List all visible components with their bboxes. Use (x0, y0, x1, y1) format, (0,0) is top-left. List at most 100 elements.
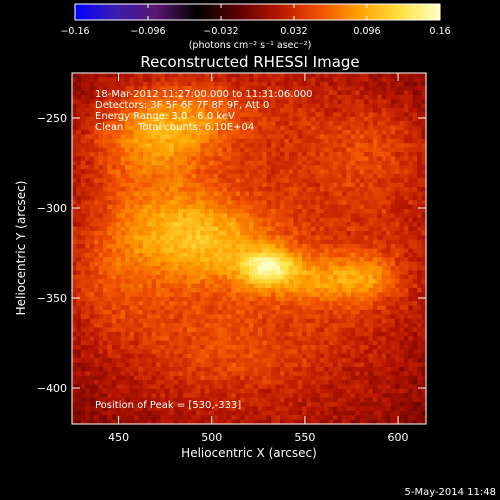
heatmap-cell (306, 125, 312, 131)
heatmap-cell (107, 230, 113, 236)
heatmap-cell (368, 134, 374, 140)
heatmap-cell (218, 248, 224, 254)
heatmap-cell (160, 283, 166, 289)
heatmap-cell (178, 147, 184, 153)
heatmap-cell (417, 73, 423, 78)
heatmap-cell (399, 270, 405, 276)
heatmap-cell (377, 165, 383, 171)
heatmap-cell (408, 230, 414, 236)
heatmap-cell (111, 213, 117, 219)
heatmap-cell (156, 309, 162, 315)
heatmap-cell (120, 156, 126, 162)
heatmap-cell (98, 151, 104, 157)
heatmap-cell (226, 279, 232, 285)
heatmap-cell (306, 112, 312, 118)
heatmap-cell (151, 235, 157, 241)
heatmap-cell (324, 287, 330, 293)
heatmap-cell (403, 204, 409, 210)
heatmap-cell (209, 187, 215, 193)
heatmap-cell (72, 99, 78, 105)
heatmap-cell (89, 305, 95, 311)
heatmap-cell (98, 147, 104, 153)
heatmap-cell (271, 187, 277, 193)
heatmap-cell (125, 279, 131, 285)
heatmap-cell (204, 305, 210, 311)
heatmap-cell (412, 73, 418, 78)
heatmap-cell (346, 340, 352, 346)
heatmap-cell (350, 151, 356, 157)
heatmap-cell (182, 143, 188, 149)
heatmap-cell (138, 86, 144, 92)
heatmap-cell (253, 73, 259, 78)
heatmap-cell (213, 323, 219, 329)
heatmap-cell (98, 327, 104, 333)
heatmap-cell (372, 108, 378, 114)
heatmap-cell (333, 252, 339, 258)
heatmap-cell (107, 252, 113, 258)
heatmap-cell (89, 134, 95, 140)
heatmap-cell (151, 318, 157, 324)
heatmap-cell (319, 116, 325, 122)
heatmap-cell (218, 239, 224, 245)
heatmap-cell (120, 77, 126, 83)
heatmap-cell (310, 156, 316, 162)
heatmap-cell (111, 314, 117, 320)
heatmap-cell (381, 178, 387, 184)
heatmap-cell (386, 279, 392, 285)
heatmap-cell (297, 195, 303, 201)
heatmap-cell (164, 200, 170, 206)
heatmap-cell (359, 147, 365, 153)
heatmap-cell (235, 178, 241, 184)
heatmap-cell (395, 318, 401, 324)
heatmap-cell (288, 274, 294, 280)
heatmap-cell (421, 81, 427, 87)
heatmap-cell (204, 151, 210, 157)
heatmap-cell (262, 103, 268, 109)
heatmap-cell (213, 143, 219, 149)
heatmap-cell (284, 305, 290, 311)
heatmap-cell (178, 108, 184, 114)
heatmap-cell (226, 292, 232, 298)
heatmap-cell (164, 204, 170, 210)
heatmap-cell (306, 200, 312, 206)
heatmap-cell (222, 209, 228, 214)
heatmap-cell (191, 147, 197, 153)
heatmap-cell (390, 195, 396, 201)
heatmap-cell (80, 81, 86, 87)
heatmap-cell (200, 90, 206, 96)
heatmap-cell (226, 178, 232, 184)
heatmap-cell (178, 165, 184, 171)
heatmap-cell (412, 160, 418, 166)
heatmap-cell (315, 279, 321, 285)
heatmap-cell (98, 261, 104, 267)
heatmap-cell (408, 156, 414, 162)
heatmap-cell (408, 340, 414, 346)
heatmap-cell (200, 226, 206, 232)
heatmap-cell (359, 86, 365, 92)
heatmap-cell (412, 204, 418, 210)
heatmap-cell (156, 169, 162, 175)
heatmap-cell (125, 235, 131, 241)
heatmap-cell (386, 283, 392, 289)
heatmap-cell (133, 204, 139, 210)
heatmap-cell (257, 323, 263, 329)
heatmap-cell (116, 230, 122, 236)
heatmap-cell (279, 287, 285, 293)
heatmap-cell (302, 151, 308, 157)
heatmap-cell (72, 213, 78, 219)
heatmap-cell (195, 274, 201, 280)
heatmap-cell (324, 336, 330, 342)
heatmap-cell (377, 261, 383, 267)
heatmap-cell (310, 279, 316, 285)
heatmap-cell (129, 292, 135, 298)
heatmap-cell (377, 283, 383, 289)
heatmap-cell (138, 226, 144, 232)
heatmap-cell (231, 235, 237, 241)
heatmap-cell (142, 182, 148, 188)
heatmap-cell (421, 336, 427, 342)
heatmap-cell (138, 94, 144, 100)
heatmap-cell (125, 187, 131, 193)
heatmap-cell (355, 270, 361, 276)
heatmap-cell (275, 226, 281, 232)
heatmap-cell (364, 116, 370, 122)
